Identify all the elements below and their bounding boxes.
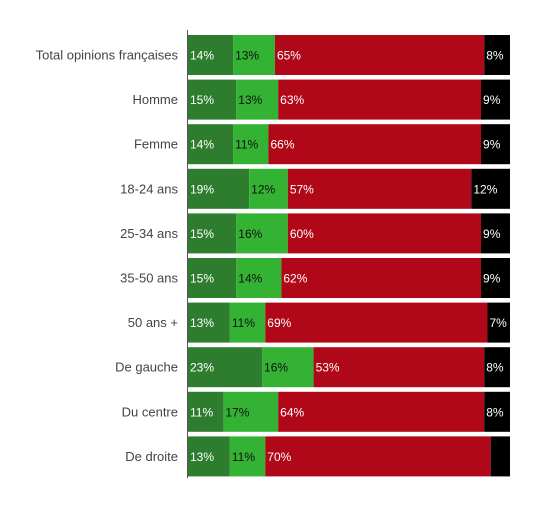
category-label: 35-50 ans: [120, 271, 178, 286]
bar-segment: [268, 124, 482, 165]
data-label: 19%: [190, 182, 214, 196]
bar-segment: [287, 213, 482, 254]
bar-segment: [229, 436, 266, 477]
bar-segment: [265, 302, 488, 343]
data-label: 23%: [190, 361, 214, 375]
data-label: 13%: [235, 49, 259, 63]
data-label: 9%: [483, 272, 501, 286]
bar-segment: [188, 302, 230, 343]
bar-segment: [471, 168, 510, 209]
category-label: De droite: [125, 449, 178, 464]
data-label: 9%: [483, 138, 501, 152]
data-label: 14%: [238, 272, 262, 286]
bar-segment: [233, 35, 275, 75]
data-label: 15%: [190, 93, 214, 107]
bar-segment: [484, 347, 510, 388]
bar-segment: [188, 347, 263, 388]
category-label: 25-34 ans: [120, 226, 178, 241]
bar-segment: [313, 347, 485, 388]
data-label: 57%: [290, 182, 314, 196]
data-label: 9%: [483, 93, 501, 107]
category-label: Total opinions françaises: [36, 48, 179, 63]
bar-segment: [281, 258, 482, 298]
bar-segment: [236, 258, 282, 298]
category-label: Homme: [132, 92, 178, 107]
data-label: 12%: [251, 182, 275, 196]
bar-segment: [188, 168, 250, 209]
category-label: Du centre: [122, 404, 178, 419]
bar-segment: [223, 391, 279, 432]
bar-segment: [278, 79, 482, 120]
data-label: 53%: [316, 361, 340, 375]
data-label: 13%: [238, 93, 262, 107]
bar-segment: [188, 79, 237, 120]
data-label: 11%: [232, 316, 255, 330]
data-label: 11%: [190, 405, 213, 419]
bar-segment: [188, 35, 234, 75]
bar-segment: [274, 35, 485, 75]
bar-segment: [188, 391, 224, 432]
data-label: 17%: [225, 405, 249, 419]
data-label: 66%: [271, 138, 295, 152]
data-label: 16%: [264, 361, 288, 375]
bar-segment: [490, 436, 510, 477]
bar-segment: [262, 347, 314, 388]
bar-segment: [188, 258, 237, 298]
data-label: 7%: [489, 316, 507, 330]
data-label: 60%: [290, 227, 314, 241]
data-label: 13%: [190, 316, 214, 330]
bar-segment: [188, 213, 237, 254]
data-label: 70%: [267, 450, 291, 464]
bar-segment: [287, 168, 472, 209]
bar-segment: [487, 302, 510, 343]
bar-segment: [481, 258, 510, 298]
bar-segment: [233, 124, 269, 165]
data-label: 64%: [280, 405, 304, 419]
data-label: 69%: [267, 316, 291, 330]
bar-segment: [236, 79, 279, 120]
category-label: De gauche: [115, 360, 178, 375]
data-label: 8%: [486, 361, 504, 375]
bars-layer: [188, 35, 510, 477]
labels-layer: Total opinions françaises 14% 13% 65% 8% Homm…: [36, 48, 507, 464]
bar-segment: [278, 391, 485, 432]
data-label: 11%: [232, 450, 255, 464]
data-label: 14%: [190, 138, 214, 152]
bar-segment: [484, 391, 510, 432]
data-label: 11%: [235, 138, 258, 152]
bar-segment: [484, 35, 510, 75]
bar-segment: [229, 302, 266, 343]
bar-segment: [481, 124, 510, 165]
data-label: 15%: [190, 227, 214, 241]
bar-segment: [188, 124, 234, 165]
category-label: 50 ans +: [128, 315, 178, 330]
data-label: 9%: [483, 227, 501, 241]
data-label: 65%: [277, 49, 301, 63]
data-label: 13%: [190, 450, 214, 464]
data-label: 62%: [283, 272, 307, 286]
data-label: 14%: [190, 49, 214, 63]
bar-segment: [249, 168, 288, 209]
data-label: 63%: [280, 93, 304, 107]
bar-segment: [265, 436, 491, 477]
bar-segment: [481, 79, 510, 120]
bar-segment: [481, 213, 510, 254]
data-label: 16%: [238, 227, 262, 241]
category-label: 18-24 ans: [120, 181, 178, 196]
bar-segment: [188, 436, 230, 477]
data-label: 8%: [486, 49, 504, 63]
data-label: 12%: [473, 182, 497, 196]
category-label: Femme: [134, 137, 178, 152]
data-label: 15%: [190, 272, 214, 286]
data-label: 8%: [486, 405, 504, 419]
bar-segment: [236, 213, 288, 254]
